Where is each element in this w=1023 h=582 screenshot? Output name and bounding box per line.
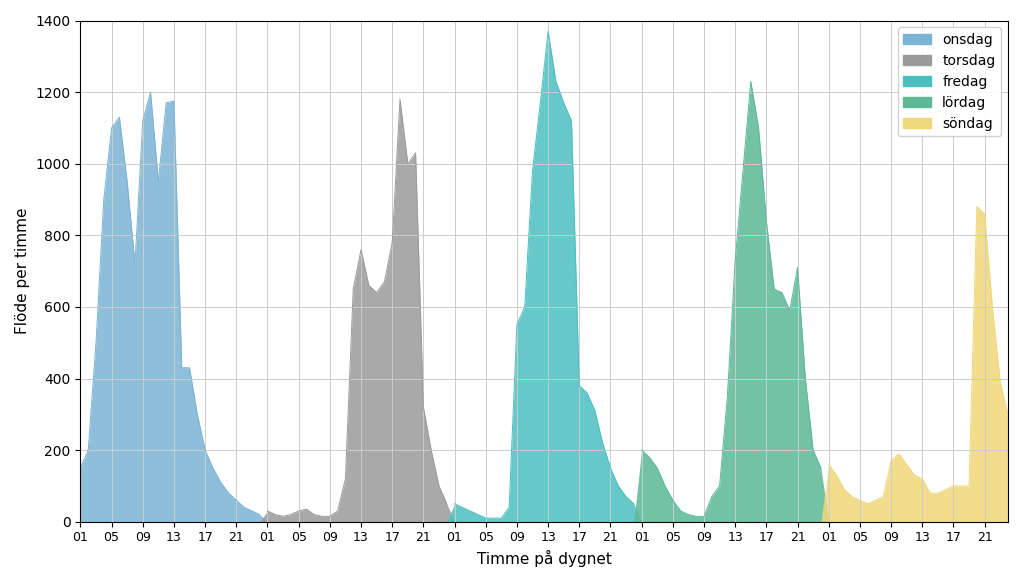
X-axis label: Timme på dygnet: Timme på dygnet	[477, 550, 612, 567]
Legend: onsdag, torsdag, fredag, lördag, söndag: onsdag, torsdag, fredag, lördag, söndag	[898, 27, 1002, 136]
Y-axis label: Flöde per timme: Flöde per timme	[15, 208, 30, 334]
